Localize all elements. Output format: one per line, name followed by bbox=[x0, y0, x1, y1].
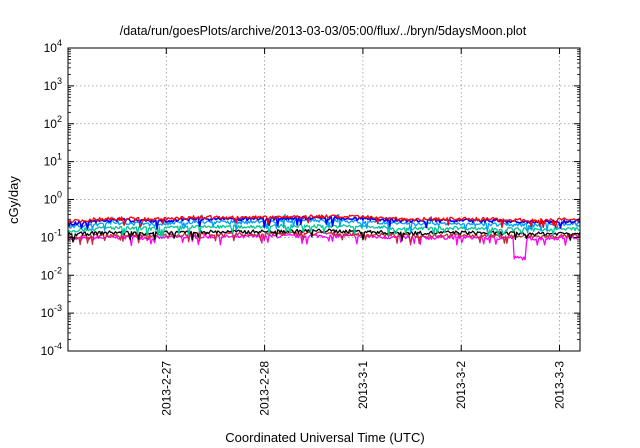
series-line bbox=[67, 223, 581, 238]
x-tick-label: 2013-3-1 bbox=[356, 361, 370, 409]
y-axis-label: cGy/day bbox=[6, 176, 21, 224]
series-layer bbox=[67, 213, 581, 261]
x-tick-label: 2013-2-27 bbox=[159, 361, 173, 416]
x-tick-label: 2013-2-28 bbox=[258, 361, 272, 416]
x-tick-labels: 2013-2-27 2013-2-28 2013-3-1 2013-3-2 2013-3… bbox=[159, 361, 566, 416]
grid bbox=[68, 48, 580, 351]
chart-title: /data/run/goesPlots/archive/2013-03-03/0… bbox=[120, 24, 527, 38]
y-tick-label: 100 bbox=[44, 190, 62, 207]
x-tick-label: 2013-3-3 bbox=[553, 361, 567, 409]
y-tick-label: 10-3 bbox=[41, 303, 62, 320]
y-tick-label: 104 bbox=[44, 38, 62, 55]
x-axis-label: Coordinated Universal Time (UTC) bbox=[225, 430, 424, 445]
y-tick-label: 102 bbox=[44, 114, 62, 131]
y-tick-labels: 10-4 10-3 10-2 10-1 100 101 102 103 104 bbox=[41, 38, 62, 358]
plot-frame bbox=[67, 47, 581, 352]
y-tick-label: 10-1 bbox=[41, 227, 62, 244]
series-line bbox=[67, 213, 581, 234]
y-tick-label: 101 bbox=[44, 152, 62, 169]
y-tick-label: 103 bbox=[44, 76, 62, 93]
x-tick-label: 2013-3-2 bbox=[454, 361, 468, 409]
series-line bbox=[67, 215, 581, 230]
y-tick-label: 10-2 bbox=[41, 265, 62, 282]
y-tick-label: 10-4 bbox=[41, 341, 62, 358]
series-line bbox=[67, 233, 581, 261]
series-line bbox=[67, 214, 581, 229]
